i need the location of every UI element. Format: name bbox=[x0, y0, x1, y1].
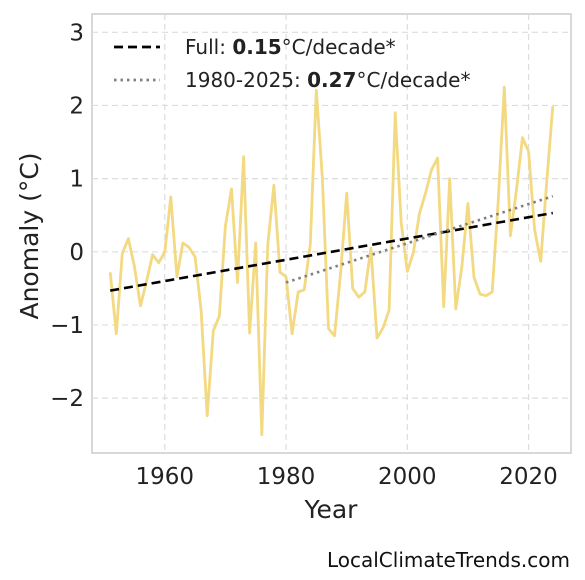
legend-recent-unit: °C/decade* bbox=[356, 68, 470, 92]
legend: Full: 0.15°C/decade* 1980-2025: 0.27°C/d… bbox=[114, 35, 470, 92]
y-tick-label: 3 bbox=[69, 20, 84, 46]
y-tick-label: 0 bbox=[69, 240, 84, 266]
anomaly-series-line bbox=[108, 85, 555, 437]
y-tick-labels: −2 −1 0 1 2 3 bbox=[50, 20, 84, 412]
site-watermark: LocalClimateTrends.com bbox=[326, 548, 570, 572]
full-trend-line bbox=[109, 211, 554, 292]
x-tick-label: 1960 bbox=[135, 464, 194, 490]
legend-full-name: Full bbox=[185, 35, 219, 59]
legend-recent-name: 1980-2025 bbox=[185, 68, 294, 92]
x-tick-labels: 1960 1980 2000 2020 bbox=[135, 464, 557, 490]
x-tick-label: 2020 bbox=[499, 464, 558, 490]
plot-area bbox=[91, 13, 572, 454]
y-tick-label: 2 bbox=[69, 93, 84, 119]
legend-full-label: Full: 0.15°C/decade* bbox=[185, 35, 396, 59]
legend-full-unit: °C/decade* bbox=[282, 35, 396, 59]
y-tick-label: 1 bbox=[69, 167, 84, 193]
y-tick-label: −2 bbox=[50, 386, 84, 412]
recent-trend-line bbox=[285, 194, 554, 284]
legend-recent-label: 1980-2025: 0.27°C/decade* bbox=[185, 68, 470, 92]
x-tick-label: 2000 bbox=[378, 464, 437, 490]
grid bbox=[92, 14, 571, 453]
legend-recent-rate: 0.27 bbox=[307, 68, 356, 92]
x-axis-title: Year bbox=[304, 495, 359, 524]
x-tick-label: 1980 bbox=[257, 464, 316, 490]
series-layer bbox=[108, 85, 555, 437]
legend-full-rate: 0.15 bbox=[232, 35, 281, 59]
y-axis-title: Anomaly (°C) bbox=[15, 152, 44, 319]
y-tick-label: −1 bbox=[50, 313, 84, 339]
